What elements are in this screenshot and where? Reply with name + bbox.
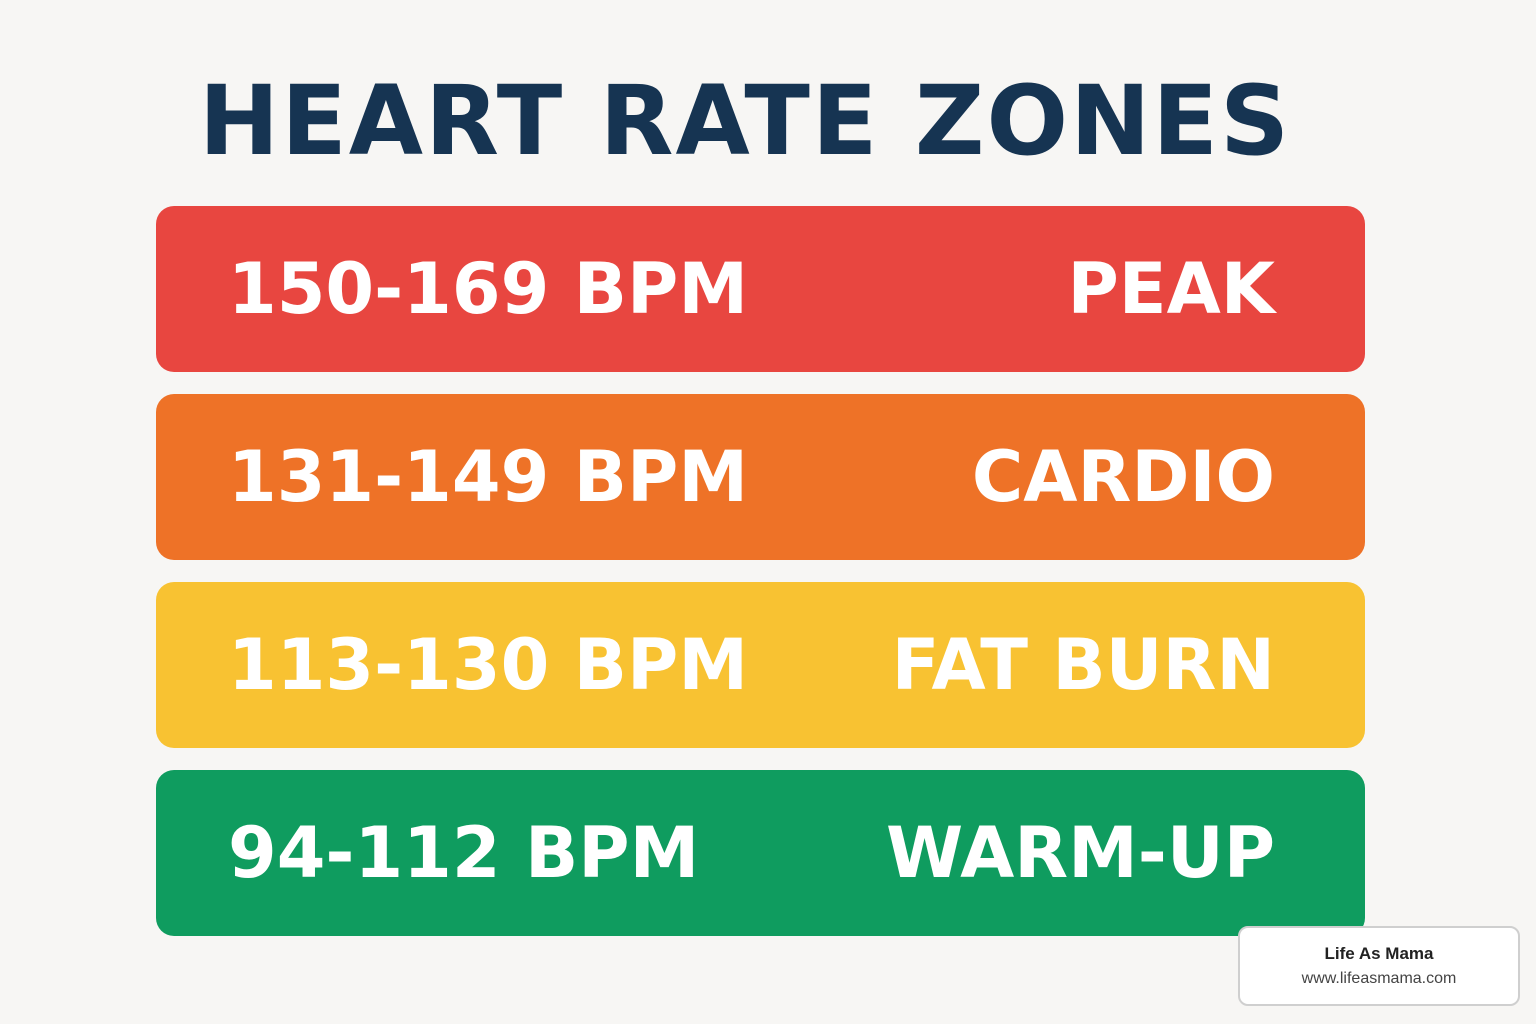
zone-name: PEAK — [1067, 248, 1275, 330]
zone-range: 94-112 BPM — [228, 812, 700, 894]
zone-warm-up: 94-112 BPM WARM-UP — [156, 770, 1365, 936]
zone-name: CARDIO — [971, 436, 1275, 518]
zone-range: 150-169 BPM — [228, 248, 748, 330]
zone-peak: 150-169 BPM PEAK — [156, 206, 1365, 372]
page-title: HEART RATE ZONES — [198, 65, 1292, 177]
zone-range: 131-149 BPM — [228, 436, 748, 518]
source-name: Life As Mama — [1324, 944, 1434, 963]
zone-fat-burn: 113-130 BPM FAT BURN — [156, 582, 1365, 748]
zone-range: 113-130 BPM — [228, 624, 748, 706]
source-url: www.lifeasmama.com — [1301, 970, 1457, 987]
zone-name: FAT BURN — [891, 624, 1275, 706]
zone-list: 150-169 BPM PEAK 131-149 BPM CARDIO 113-… — [156, 206, 1365, 958]
zone-name: WARM-UP — [886, 812, 1275, 894]
zone-cardio: 131-149 BPM CARDIO — [156, 394, 1365, 560]
source-credit: Life As Mama www.lifeasmama.com — [1238, 926, 1520, 1006]
